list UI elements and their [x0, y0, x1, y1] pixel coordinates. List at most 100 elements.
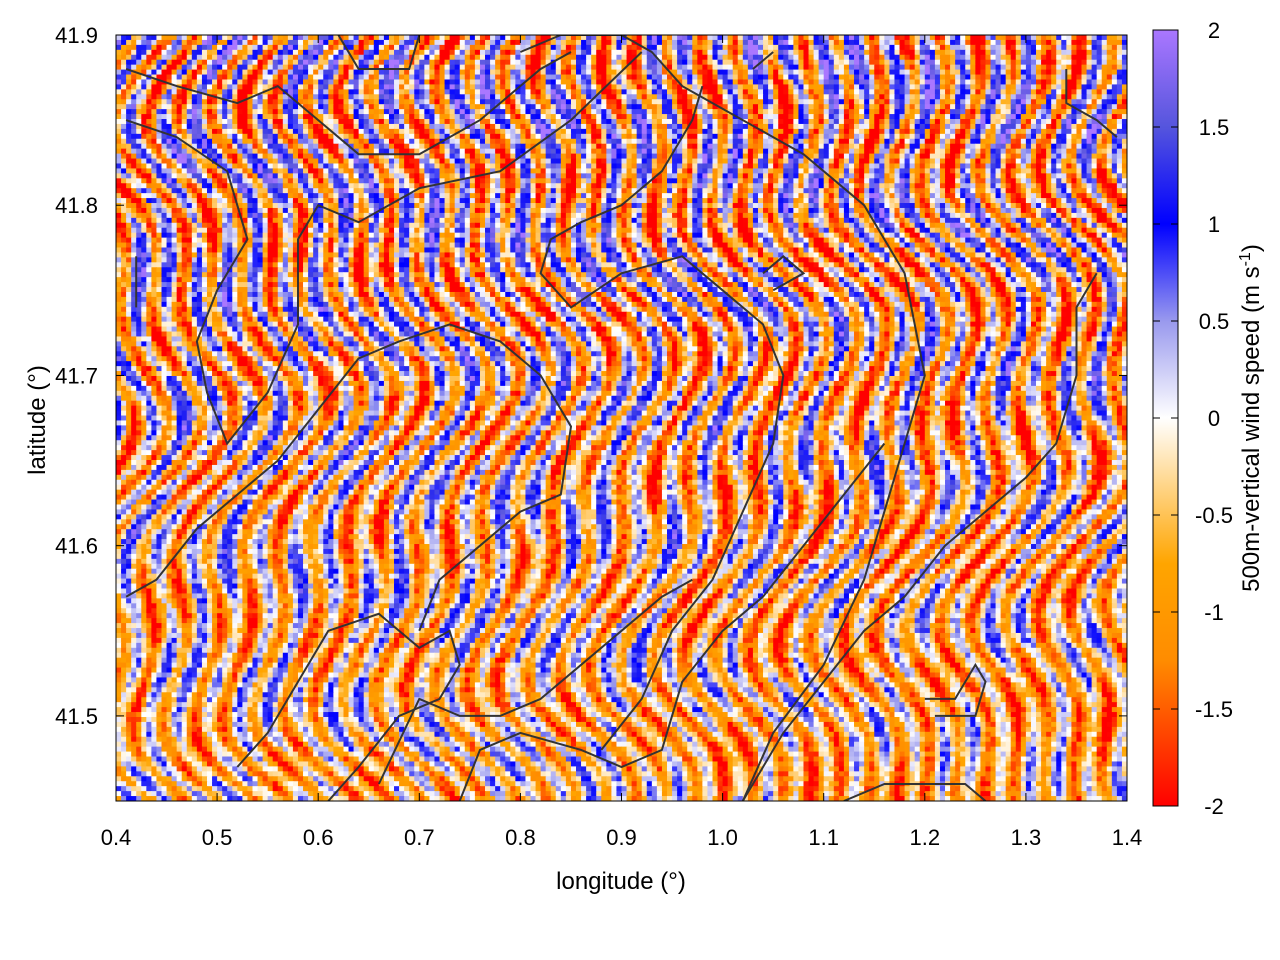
heatmap-cell	[763, 139, 769, 145]
heatmap-cell	[970, 84, 976, 90]
heatmap-cell	[151, 154, 157, 160]
heatmap-cell	[1021, 119, 1027, 125]
heatmap-cell	[798, 119, 804, 125]
heatmap-cell	[1112, 114, 1118, 120]
heatmap-cell	[343, 94, 349, 100]
heatmap-cell	[258, 154, 264, 160]
heatmap-cell	[308, 129, 314, 135]
heatmap-cell	[303, 55, 309, 61]
heatmap-cell	[647, 139, 653, 145]
heatmap-cell	[1036, 50, 1042, 56]
heatmap-cell	[627, 70, 633, 76]
heatmap-cell	[525, 119, 531, 125]
heatmap-cell	[318, 89, 324, 95]
heatmap-cell	[712, 129, 718, 135]
heatmap-cell	[475, 144, 481, 150]
heatmap-cell	[536, 119, 542, 125]
heatmap-cell	[1076, 75, 1082, 81]
heatmap-cell	[515, 55, 521, 61]
heatmap-cell	[859, 149, 865, 155]
heatmap-cell	[237, 60, 243, 66]
heatmap-cell	[960, 104, 966, 110]
heatmap-cell	[197, 109, 203, 115]
heatmap-cell	[308, 89, 314, 95]
heatmap-cell	[768, 60, 774, 66]
heatmap-cell	[1031, 154, 1037, 160]
heatmap-cell	[288, 119, 294, 125]
heatmap-cell	[369, 104, 375, 110]
heatmap-cell	[773, 94, 779, 100]
heatmap-cell	[1016, 35, 1022, 41]
heatmap-cell	[288, 124, 294, 130]
heatmap-cell	[596, 119, 602, 125]
heatmap-cell	[879, 109, 885, 115]
heatmap-cell	[925, 154, 931, 160]
heatmap-cell	[616, 45, 622, 51]
heatmap-cell	[485, 104, 491, 110]
heatmap-cell	[758, 70, 764, 76]
heatmap-cell	[167, 144, 173, 150]
heatmap-cell	[642, 104, 648, 110]
heatmap-cell	[1006, 40, 1012, 46]
heatmap-cell	[889, 104, 895, 110]
heatmap-cell	[232, 45, 238, 51]
heatmap-cell	[945, 45, 951, 51]
heatmap-cell	[389, 114, 395, 120]
heatmap-cell	[576, 55, 582, 61]
heatmap-cell	[657, 70, 663, 76]
heatmap-cell	[970, 154, 976, 160]
heatmap-cell	[182, 65, 188, 71]
heatmap-cell	[920, 149, 926, 155]
heatmap-cell	[809, 114, 815, 120]
heatmap-cell	[485, 84, 491, 90]
heatmap-cell	[965, 89, 971, 95]
heatmap-cell	[859, 35, 865, 41]
heatmap-cell	[1092, 75, 1098, 81]
heatmap-cell	[515, 134, 521, 140]
heatmap-cell	[900, 94, 906, 100]
heatmap-cell	[672, 60, 678, 66]
heatmap-cell	[116, 55, 122, 61]
heatmap-cell	[935, 119, 941, 125]
heatmap-cell	[566, 89, 572, 95]
heatmap-cell	[834, 89, 840, 95]
heatmap-cell	[834, 134, 840, 140]
heatmap-cell	[803, 129, 809, 135]
heatmap-cell	[591, 60, 597, 66]
heatmap-cell	[1102, 139, 1108, 145]
heatmap-cell	[227, 104, 233, 110]
heatmap-cell	[182, 119, 188, 125]
heatmap-cell	[131, 65, 137, 71]
heatmap-cell	[273, 89, 279, 95]
heatmap-cell	[298, 75, 304, 81]
heatmap-cell	[707, 104, 713, 110]
heatmap-cell	[894, 40, 900, 46]
heatmap-cell	[718, 60, 724, 66]
heatmap-cell	[1006, 99, 1012, 105]
heatmap-cell	[975, 114, 981, 120]
heatmap-cell	[495, 134, 501, 140]
heatmap-cell	[1011, 84, 1017, 90]
heatmap-cell	[1026, 35, 1032, 41]
heatmap-cell	[500, 40, 506, 46]
heatmap-cell	[172, 70, 178, 76]
heatmap-cell	[490, 45, 496, 51]
heatmap-cell	[1021, 79, 1027, 85]
heatmap-cell	[824, 60, 830, 66]
heatmap-cell	[263, 149, 269, 155]
heatmap-cell	[293, 124, 299, 130]
heatmap-cell	[182, 149, 188, 155]
heatmap-cell	[455, 79, 461, 85]
heatmap-cell	[1051, 89, 1057, 95]
heatmap-cell	[263, 119, 269, 125]
heatmap-cell	[697, 144, 703, 150]
heatmap-cell	[955, 79, 961, 85]
heatmap-cell	[343, 89, 349, 95]
heatmap-cell	[561, 139, 567, 145]
heatmap-cell	[136, 50, 142, 56]
heatmap-cell	[571, 50, 577, 56]
heatmap-cell	[783, 79, 789, 85]
heatmap-cell	[313, 109, 319, 115]
heatmap-cell	[495, 154, 501, 160]
heatmap-cell	[197, 45, 203, 51]
